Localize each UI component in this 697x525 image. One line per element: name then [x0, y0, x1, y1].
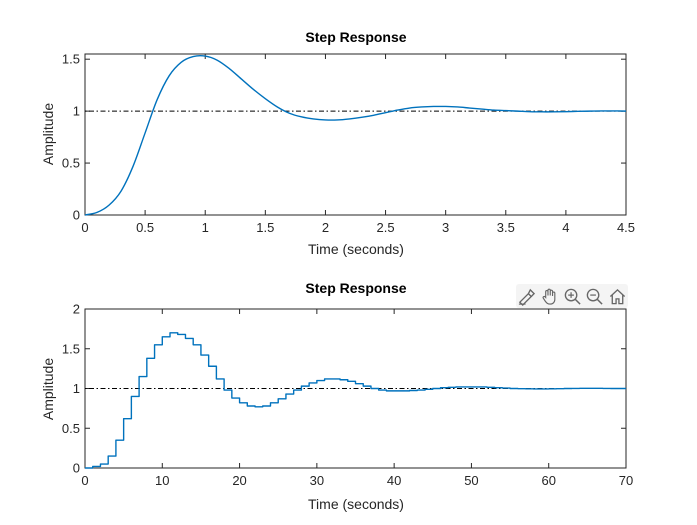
bottom-xtick-label: 50 — [464, 473, 478, 488]
top-xtick-label: 0.5 — [136, 220, 154, 235]
top-ytick-label: 0.5 — [62, 156, 80, 171]
home-icon — [609, 288, 626, 304]
axes-bottom-xlabel: Time (seconds) — [308, 496, 404, 512]
bottom-xtick-label: 40 — [387, 473, 401, 488]
axes-top[interactable]: 0 0.5 1 1.5 2 2.5 3 3.5 4 4.5 0 0.5 1 1.5 Step Respons… — [40, 29, 635, 257]
top-xtick-label: 2 — [322, 220, 329, 235]
bottom-ytick-label: 1 — [73, 381, 80, 396]
zoom-out-button[interactable] — [584, 286, 605, 307]
top-axes-box — [84, 53, 627, 216]
axes-top-xlabel: Time (seconds) — [308, 241, 404, 257]
top-xtick-label: 0 — [81, 220, 88, 235]
top-xtick-label: 2.5 — [377, 220, 395, 235]
axes-bottom[interactable]: 0 10 20 30 40 50 60 70 0 0.5 1 1.5 2 Step Response Tim… — [40, 280, 633, 512]
bottom-xtick-label: 30 — [310, 473, 324, 488]
bottom-ytick-label: 0.5 — [62, 421, 80, 436]
axes-top-title: Step Response — [305, 29, 406, 45]
bottom-ytick-label: 1.5 — [62, 341, 80, 356]
top-response-line — [84, 55, 627, 216]
brush-icon — [518, 288, 536, 306]
axes-toolbar — [516, 284, 628, 308]
pan-button[interactable] — [539, 286, 560, 307]
zoom-in-button[interactable] — [562, 286, 583, 307]
bottom-response-line — [85, 332, 626, 469]
bottom-xtick-label: 10 — [155, 473, 169, 488]
top-xtick-label: 1.5 — [256, 220, 274, 235]
top-ytick-label: 1.5 — [62, 52, 80, 67]
axes-top-ylabel: Amplitude — [40, 103, 56, 165]
bottom-xtick-label: 60 — [541, 473, 555, 488]
top-ytick-label: 1 — [73, 104, 80, 119]
bottom-ytick-label: 2 — [73, 302, 80, 317]
bottom-xtick-label: 70 — [619, 473, 633, 488]
zoom-in-icon — [564, 288, 581, 305]
bottom-xtick-label: 0 — [81, 473, 88, 488]
top-xtick-label: 4.5 — [617, 220, 635, 235]
top-xtick-label: 1 — [202, 220, 209, 235]
zoom-out-icon — [586, 288, 603, 305]
top-xtick-label: 3.5 — [497, 220, 515, 235]
axes-bottom-title: Step Response — [305, 280, 406, 296]
bottom-xtick-label: 20 — [232, 473, 246, 488]
pan-hand-icon — [542, 288, 556, 305]
top-xtick-label: 4 — [562, 220, 569, 235]
top-xtick-label: 3 — [442, 220, 449, 235]
top-ytick-label: 0 — [73, 208, 80, 223]
brush-button[interactable] — [516, 286, 537, 307]
home-button[interactable] — [607, 286, 628, 307]
bottom-ytick-label: 0 — [73, 461, 80, 476]
axes-bottom-ylabel: Amplitude — [40, 358, 56, 420]
